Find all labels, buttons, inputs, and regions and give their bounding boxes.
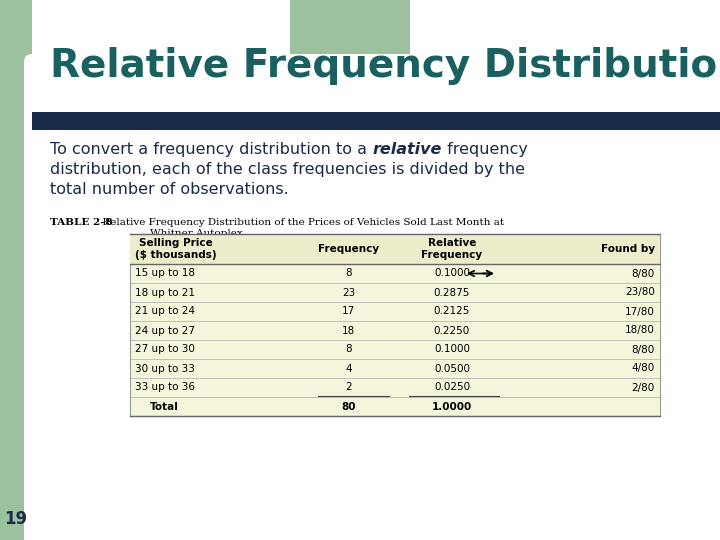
Text: To convert a frequency distribution to a: To convert a frequency distribution to a <box>50 142 372 157</box>
Text: Relative Frequency Distribution: Relative Frequency Distribution <box>50 47 720 85</box>
Bar <box>0 0 32 540</box>
Text: 17/80: 17/80 <box>625 307 655 316</box>
Text: 8/80: 8/80 <box>631 345 655 354</box>
Text: 0.0500: 0.0500 <box>434 363 470 374</box>
Text: 2: 2 <box>345 382 352 393</box>
Bar <box>130 234 660 416</box>
Text: Found by: Found by <box>601 244 655 254</box>
Text: 2/80: 2/80 <box>631 382 655 393</box>
Bar <box>290 0 410 62</box>
Text: distribution, each of the class frequencies is divided by the: distribution, each of the class frequenc… <box>50 162 525 177</box>
Text: Whitner Autoplex: Whitner Autoplex <box>150 229 243 238</box>
Text: Relative
Frequency: Relative Frequency <box>421 238 482 260</box>
Text: 8: 8 <box>345 345 352 354</box>
Text: total number of observations.: total number of observations. <box>50 182 289 197</box>
Text: TABLE 2–8: TABLE 2–8 <box>50 218 112 227</box>
Text: 18: 18 <box>342 326 355 335</box>
Text: 23: 23 <box>342 287 355 298</box>
Text: 24 up to 27: 24 up to 27 <box>135 326 195 335</box>
Text: Total: Total <box>150 402 179 411</box>
Text: Selling Price
($ thousands): Selling Price ($ thousands) <box>135 238 217 260</box>
Text: 33 up to 36: 33 up to 36 <box>135 382 195 393</box>
Text: 0.1000: 0.1000 <box>434 345 470 354</box>
Text: 8: 8 <box>345 268 352 279</box>
Text: Relative Frequency Distribution of the Prices of Vehicles Sold Last Month at: Relative Frequency Distribution of the P… <box>96 218 504 227</box>
Text: Frequency: Frequency <box>318 244 379 254</box>
Text: 18/80: 18/80 <box>625 326 655 335</box>
Text: 23/80: 23/80 <box>625 287 655 298</box>
Text: 80: 80 <box>341 402 356 411</box>
Text: 18 up to 21: 18 up to 21 <box>135 287 195 298</box>
Text: 21 up to 24: 21 up to 24 <box>135 307 195 316</box>
Text: 0.2125: 0.2125 <box>434 307 470 316</box>
Bar <box>130 234 660 264</box>
Text: 4: 4 <box>345 363 352 374</box>
Text: 0.2250: 0.2250 <box>434 326 470 335</box>
Text: 0.2875: 0.2875 <box>434 287 470 298</box>
Text: 0.0250: 0.0250 <box>434 382 470 393</box>
Text: 4/80: 4/80 <box>631 363 655 374</box>
Text: 27 up to 30: 27 up to 30 <box>135 345 195 354</box>
Text: 8/80: 8/80 <box>631 268 655 279</box>
FancyBboxPatch shape <box>24 54 720 540</box>
Text: 1.0000: 1.0000 <box>432 402 472 411</box>
Text: 17: 17 <box>342 307 355 316</box>
Bar <box>32 112 720 130</box>
Text: 15 up to 18: 15 up to 18 <box>135 268 195 279</box>
Text: 30 up to 33: 30 up to 33 <box>135 363 195 374</box>
Text: relative: relative <box>372 142 441 157</box>
Text: 0.1000: 0.1000 <box>434 268 470 279</box>
Text: 19: 19 <box>4 510 27 528</box>
Text: frequency: frequency <box>441 142 527 157</box>
